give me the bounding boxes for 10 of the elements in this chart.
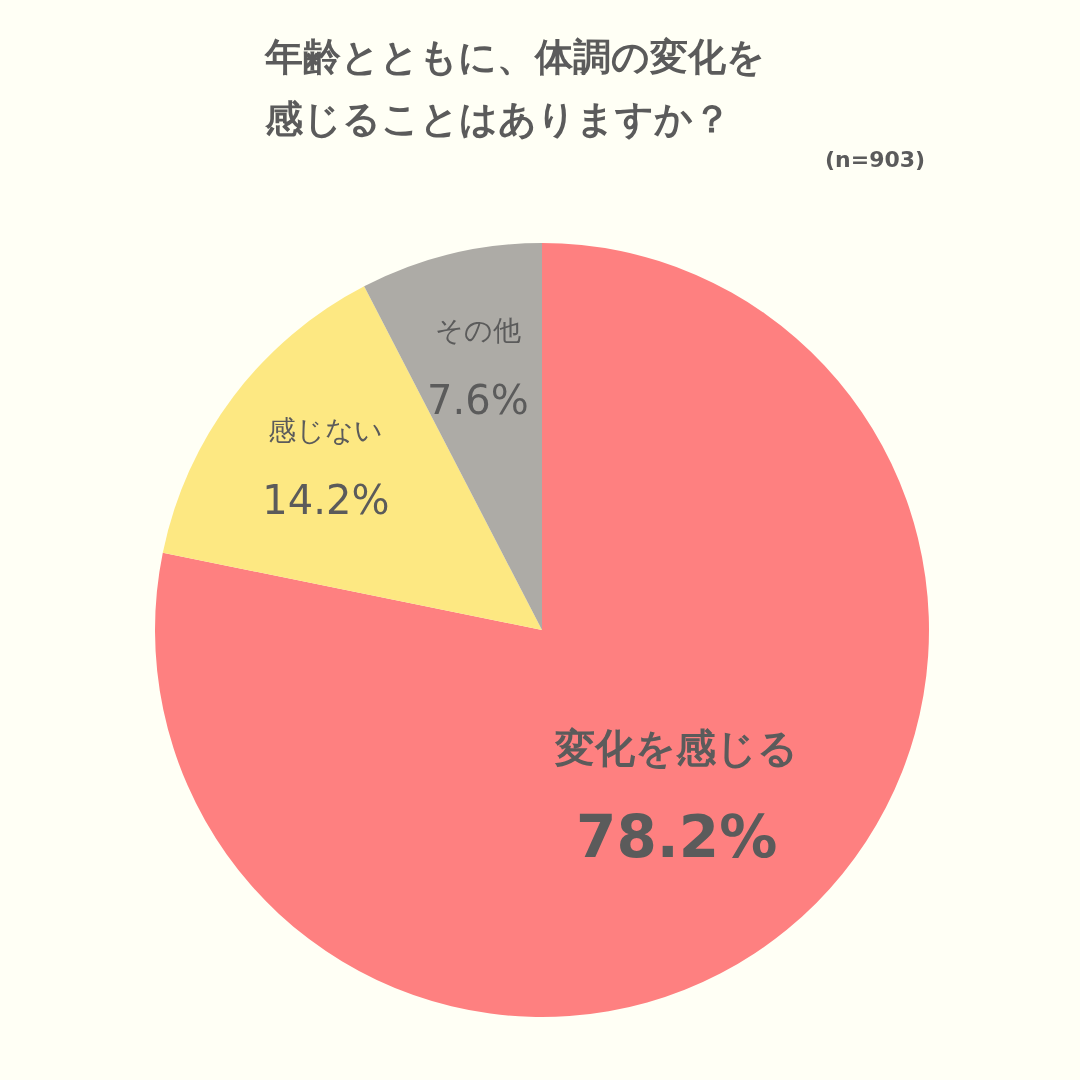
text: (n=903) bbox=[825, 147, 926, 172]
slice-label: 変化を感じる bbox=[554, 724, 799, 771]
pie-slice bbox=[155, 243, 929, 1017]
chart-title: 年齢とともに、体調の変化を感じることはありますか？ bbox=[264, 35, 765, 141]
slice-label: その他 bbox=[434, 313, 521, 347]
data-label: 14.2% bbox=[262, 476, 390, 523]
pie-slice bbox=[162, 286, 542, 630]
data-label: 7.6% bbox=[427, 376, 529, 423]
data-label: 78.2% bbox=[576, 802, 778, 871]
slice-label: 感じない bbox=[268, 413, 384, 447]
